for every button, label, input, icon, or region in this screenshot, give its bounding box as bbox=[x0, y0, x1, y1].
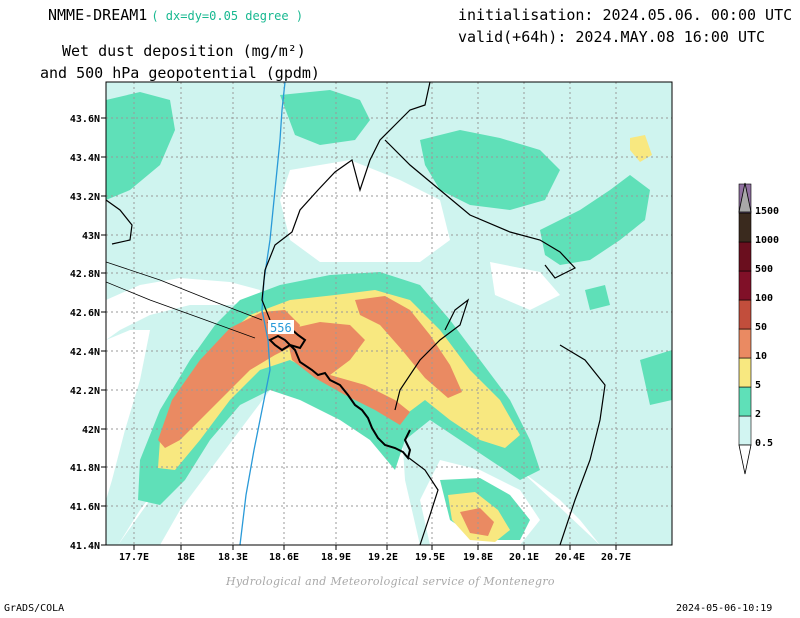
legend-swatch bbox=[738, 386, 752, 417]
variable-title-line1: Wet dust deposition (mg/m²) bbox=[62, 42, 306, 60]
tick-marks bbox=[101, 117, 617, 550]
border-north-a bbox=[264, 82, 431, 271]
legend-swatch bbox=[738, 241, 752, 272]
credit-line: Hydrological and Meteorological service … bbox=[226, 575, 555, 588]
legend-label: 1000 bbox=[755, 235, 779, 246]
y-tick-label: 43.4N bbox=[70, 153, 100, 164]
legend-label: 5 bbox=[755, 380, 761, 391]
border-south bbox=[404, 454, 439, 545]
legend-swatch bbox=[738, 415, 752, 446]
initialisation-time: initialisation: 2024.05.06. 00:00 UTC bbox=[458, 6, 793, 24]
border-coast-line-b bbox=[106, 281, 256, 339]
render-timestamp: 2024-05-06-10:19 bbox=[676, 603, 773, 614]
y-tick-label: 43.2N bbox=[70, 192, 100, 203]
y-tick-label: 42.8N bbox=[70, 269, 100, 280]
band-10-east bbox=[355, 296, 462, 398]
legend-bottom-arrow bbox=[738, 444, 752, 475]
variable-title-line2: and 500 hPa geopotential (gpdm) bbox=[40, 64, 320, 82]
gap-east bbox=[490, 262, 560, 310]
x-tick-label: 19.5E bbox=[415, 552, 445, 563]
band-2-northeast bbox=[540, 175, 650, 265]
country-borders bbox=[106, 82, 606, 545]
x-tick-label: 18.6E bbox=[269, 552, 299, 563]
legend-swatches bbox=[738, 183, 752, 446]
valid-time: valid(+64h): 2024.MAY.08 16:00 UTC bbox=[458, 28, 766, 46]
band-10-south bbox=[460, 508, 494, 536]
band-10-west bbox=[158, 310, 300, 448]
geopotential-contour-556 bbox=[239, 82, 286, 545]
band-2-north-b bbox=[280, 90, 370, 145]
map-frame bbox=[105, 81, 673, 546]
band-2-northwest bbox=[106, 92, 175, 200]
x-tick-label: 20.4E bbox=[555, 552, 585, 563]
x-tick-label: 17.7E bbox=[119, 552, 149, 563]
x-tick-label: 19.2E bbox=[368, 552, 398, 563]
y-tick-label: 42.2N bbox=[70, 386, 100, 397]
border-west bbox=[106, 199, 133, 245]
x-tick-label: 18E bbox=[177, 552, 195, 563]
x-tick-label: 18.9E bbox=[321, 552, 351, 563]
border-east-a bbox=[394, 298, 470, 411]
contour-label: 556 bbox=[270, 321, 292, 335]
gap-west bbox=[106, 278, 262, 340]
y-tick-labels: 41.4N 41.6N 41.8N 42N 42.2N 42.4N 42.6N … bbox=[70, 114, 100, 552]
legend-label: 0.5 bbox=[755, 438, 773, 449]
software-label: GrADS/COLA bbox=[4, 603, 65, 614]
color-legend: 0.5 2 5 10 50 100 500 1000 1500 bbox=[738, 182, 779, 475]
legend-label: 10 bbox=[755, 351, 767, 362]
border-montenegro-west bbox=[261, 269, 271, 321]
band-10-center bbox=[285, 322, 410, 425]
y-tick-label: 42.6N bbox=[70, 308, 100, 319]
y-tick-label: 41.6N bbox=[70, 502, 100, 513]
y-tick-label: 42N bbox=[82, 425, 100, 436]
legend-swatch bbox=[738, 299, 752, 330]
y-tick-label: 43.6N bbox=[70, 114, 100, 125]
legend-label: 500 bbox=[755, 264, 773, 275]
map-gridlines bbox=[106, 82, 672, 545]
border-east-b bbox=[559, 344, 606, 545]
coastline bbox=[267, 321, 412, 461]
band-2-east-patch bbox=[585, 285, 610, 310]
contour-label-box bbox=[268, 320, 294, 334]
legend-top-arrow bbox=[738, 182, 752, 213]
legend-swatch bbox=[738, 357, 752, 388]
y-tick-label: 43N bbox=[82, 231, 100, 242]
x-tick-label: 20.1E bbox=[509, 552, 539, 563]
map-plot bbox=[106, 82, 672, 545]
x-tick-label: 19.8E bbox=[463, 552, 493, 563]
legend-swatch bbox=[738, 270, 752, 301]
model-title: NMME-DREAM1( dx=dy=0.05 degree ) bbox=[48, 6, 303, 24]
y-tick-label: 42.4N bbox=[70, 347, 100, 358]
band-5-northeast bbox=[630, 135, 652, 162]
model-name: NMME-DREAM1 bbox=[48, 6, 148, 24]
legend-label: 100 bbox=[755, 293, 773, 304]
legend-swatch bbox=[738, 328, 752, 359]
legend-label: 1500 bbox=[755, 206, 779, 217]
border-coast-line-a bbox=[106, 261, 263, 321]
x-tick-label: 18.3E bbox=[218, 552, 248, 563]
band-2-east-edge bbox=[640, 350, 672, 405]
border-north-b bbox=[384, 139, 576, 279]
legend-label: 50 bbox=[755, 322, 767, 333]
deposition-band-10 bbox=[158, 296, 494, 536]
model-resolution: ( dx=dy=0.05 degree ) bbox=[151, 9, 304, 23]
y-tick-label: 41.4N bbox=[70, 541, 100, 552]
gap-west-edge bbox=[106, 330, 150, 500]
y-tick-label: 41.8N bbox=[70, 463, 100, 474]
legend-labels: 0.5 2 5 10 50 100 500 1000 1500 bbox=[755, 206, 779, 449]
legend-label: 2 bbox=[755, 409, 761, 420]
x-tick-labels: 17.7E 18E 18.3E 18.6E 18.9E 19.2E 19.5E … bbox=[119, 552, 631, 563]
x-tick-label: 20.7E bbox=[601, 552, 631, 563]
band-2-north-a bbox=[420, 130, 560, 210]
legend-swatch bbox=[738, 212, 752, 243]
